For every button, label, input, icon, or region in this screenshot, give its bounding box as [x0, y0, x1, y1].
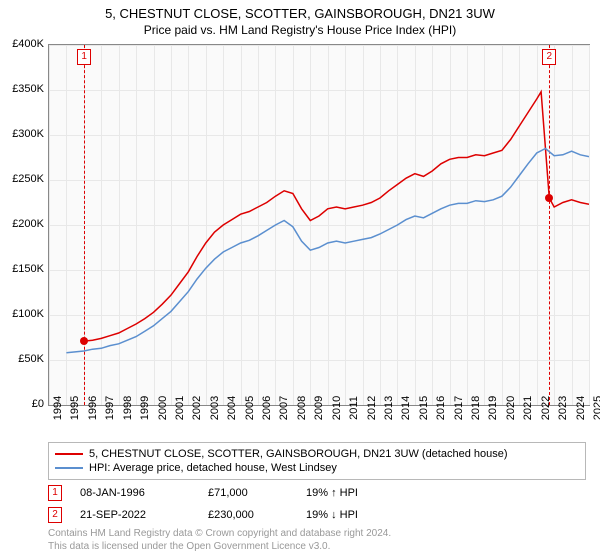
footer-attribution: Contains HM Land Registry data © Crown c…: [48, 528, 391, 553]
y-axis-label: £50K: [2, 353, 44, 365]
y-axis-label: £0: [2, 398, 44, 410]
legend-swatch: [55, 467, 83, 469]
marker-label-1: 1: [77, 49, 91, 65]
y-axis-label: £250K: [2, 173, 44, 185]
y-axis-label: £350K: [2, 83, 44, 95]
transaction-pct: 19% ↑ HPI: [306, 487, 406, 499]
transactions-table: 1 08-JAN-1996 £71,000 19% ↑ HPI 2 21-SEP-2022…: [48, 482, 586, 526]
y-axis-label: £100K: [2, 308, 44, 320]
transaction-price: £230,000: [208, 509, 288, 521]
footer-line-2: This data is licensed under the Open Gov…: [48, 541, 391, 554]
marker-dot-1: [80, 337, 88, 345]
series-price_paid: [84, 92, 589, 341]
transaction-pct: 19% ↓ HPI: [306, 509, 406, 521]
y-axis-label: £400K: [2, 38, 44, 50]
legend-label: HPI: Average price, detached house, West…: [89, 462, 337, 474]
marker-dot-2: [545, 194, 553, 202]
transaction-row: 1 08-JAN-1996 £71,000 19% ↑ HPI: [48, 482, 586, 504]
marker-label-2: 2: [542, 49, 556, 65]
legend-swatch: [55, 453, 83, 455]
chart-container: 5, CHESTNUT CLOSE, SCOTTER, GAINSBOROUGH…: [0, 0, 600, 560]
plot-area: 12: [48, 44, 590, 406]
x-axis-label: 2025: [592, 396, 600, 420]
legend-label: 5, CHESTNUT CLOSE, SCOTTER, GAINSBOROUGH…: [89, 448, 508, 460]
transaction-date: 21-SEP-2022: [80, 509, 190, 521]
transaction-row: 2 21-SEP-2022 £230,000 19% ↓ HPI: [48, 504, 586, 526]
y-axis-label: £300K: [2, 128, 44, 140]
y-axis-label: £200K: [2, 218, 44, 230]
chart-subtitle: Price paid vs. HM Land Registry's House …: [0, 21, 600, 39]
transaction-price: £71,000: [208, 487, 288, 499]
footer-line-1: Contains HM Land Registry data © Crown c…: [48, 528, 391, 541]
legend-item: 5, CHESTNUT CLOSE, SCOTTER, GAINSBOROUGH…: [55, 447, 579, 461]
legend-item: HPI: Average price, detached house, West…: [55, 461, 579, 475]
y-axis-label: £150K: [2, 263, 44, 275]
series-hpi: [66, 149, 589, 353]
legend: 5, CHESTNUT CLOSE, SCOTTER, GAINSBOROUGH…: [48, 442, 586, 480]
transaction-marker: 2: [48, 507, 62, 523]
transaction-marker: 1: [48, 485, 62, 501]
transaction-date: 08-JAN-1996: [80, 487, 190, 499]
chart-lines: [49, 45, 589, 405]
chart-title: 5, CHESTNUT CLOSE, SCOTTER, GAINSBOROUGH…: [0, 0, 600, 21]
